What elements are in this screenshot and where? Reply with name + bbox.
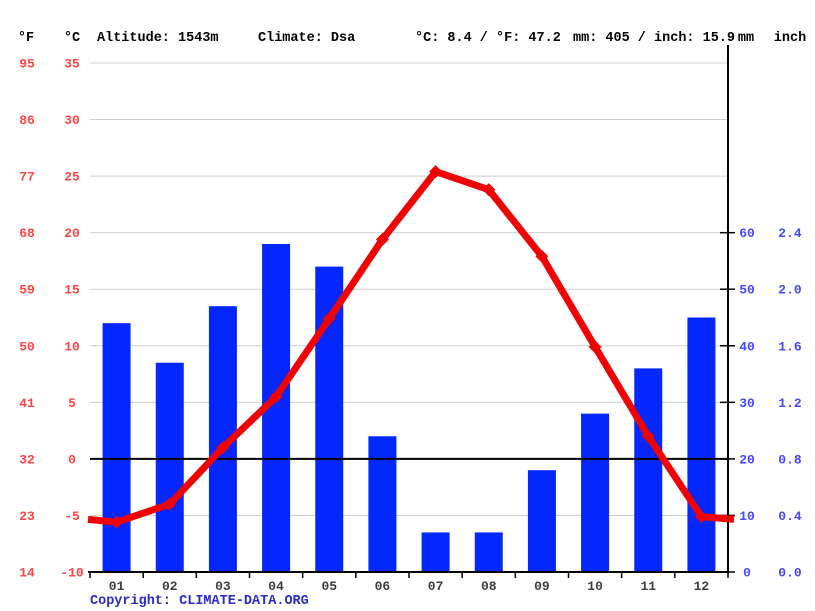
temp-c-tick: -5: [64, 509, 80, 524]
temp-point-06: [375, 232, 389, 246]
axis-tick-labels: 95 35 86 30 77 25 68 20 59 15 50 10 41 5 32 0 23 -5 14 -10 6…: [19, 57, 802, 581]
copyright-link[interactable]: CLIMATE-DATA.ORG: [179, 594, 309, 609]
temp-f-tick: 14: [19, 566, 35, 581]
mean-temp-summary: °C: 8.4 / °F: 47.2: [415, 31, 561, 46]
temperature-polyline: [87, 168, 735, 526]
month-label-06: 06: [375, 579, 391, 594]
altitude-label: Altitude: 1543m: [97, 31, 219, 46]
temp-f-tick: 23: [19, 509, 35, 524]
precip-mm-tick: 0: [743, 566, 751, 581]
precip-mm-tick: 20: [739, 452, 755, 467]
temperature-line: [87, 165, 735, 529]
chart-header: °F °C Altitude: 1543m Climate: Dsa °C: 8…: [18, 31, 806, 46]
temp-f-tick: 50: [19, 339, 35, 354]
axis-lines: [88, 45, 735, 578]
precip-inch-tick: 0.0: [778, 566, 802, 581]
precip-mm-tick: 10: [739, 509, 755, 524]
copyright-line: Copyright: CLIMATE-DATA.ORG: [90, 594, 309, 609]
precip-mm-tick: 40: [739, 339, 755, 354]
temp-f-tick: 41: [19, 396, 35, 411]
temp-point-04: [269, 390, 283, 404]
temp-point-10: [588, 340, 602, 354]
mm-unit-label: mm: [738, 31, 754, 46]
month-label-01: 01: [109, 579, 125, 594]
temp-f-tick: 77: [19, 170, 35, 185]
temp-c-tick: 10: [64, 339, 80, 354]
precip-mm-tick: 60: [739, 226, 755, 241]
temp-c-tick: 35: [64, 57, 80, 72]
precipitation-bars: [102, 243, 716, 572]
temp-f-tick: 86: [19, 113, 35, 128]
temp-point-01: [110, 515, 124, 529]
precip-inch-tick: 0.4: [778, 509, 802, 524]
temp-c-tick: -10: [60, 566, 84, 581]
precip-inch-tick: 1.2: [778, 396, 802, 411]
gridlines: [90, 62, 728, 516]
temp-point-03: [216, 441, 230, 455]
temp-f-tick: 68: [19, 226, 35, 241]
precip-inch-tick: 0.8: [778, 452, 802, 467]
precip-inch-tick: 1.6: [778, 339, 802, 354]
precip-bar-10: [581, 413, 610, 572]
precip-inch-tick: 2.4: [778, 226, 802, 241]
temp-point-12: [694, 510, 708, 524]
month-label-05: 05: [321, 579, 337, 594]
temp-c-tick: 5: [68, 396, 76, 411]
annual-precip-summary: mm: 405 / inch: 15.9: [573, 31, 735, 46]
month-labels: 01 02 03 04 05 06 07 08 09 10 11 12: [109, 579, 710, 594]
temp-c-tick: 15: [64, 283, 80, 298]
precip-bar-08: [474, 532, 503, 572]
temp-c-tick: 30: [64, 113, 80, 128]
precip-inch-tick: 2.0: [778, 283, 802, 298]
precip-bar-12: [687, 317, 716, 572]
temp-point-11: [641, 429, 655, 443]
temp-f-tick: 32: [19, 452, 35, 467]
month-label-09: 09: [534, 579, 550, 594]
temp-point-09: [535, 249, 549, 263]
precip-bar-07: [421, 532, 450, 572]
precip-bar-09: [527, 470, 556, 572]
precip-bar-11: [634, 368, 663, 572]
month-label-07: 07: [428, 579, 444, 594]
month-label-10: 10: [587, 579, 603, 594]
climate-class-label: Climate: Dsa: [258, 31, 355, 46]
month-label-02: 02: [162, 579, 178, 594]
month-label-08: 08: [481, 579, 497, 594]
temp-point-08: [482, 183, 496, 197]
precip-bar-01: [102, 323, 131, 572]
inch-unit-label: inch: [774, 31, 806, 46]
month-label-04: 04: [268, 579, 284, 594]
temp-c-tick: 25: [64, 170, 80, 185]
celsius-unit-label: °C: [64, 31, 80, 46]
temp-point-07: [429, 165, 443, 179]
temp-f-tick: 59: [19, 283, 35, 298]
month-label-03: 03: [215, 579, 231, 594]
month-label-12: 12: [694, 579, 710, 594]
precip-bar-06: [368, 436, 397, 572]
copyright-prefix: Copyright:: [90, 594, 179, 609]
precip-bar-02: [155, 362, 184, 572]
temp-f-tick: 95: [19, 57, 35, 72]
month-label-11: 11: [640, 579, 656, 594]
precip-mm-tick: 50: [739, 283, 755, 298]
fahrenheit-unit-label: °F: [18, 31, 34, 46]
temp-c-tick: 0: [68, 452, 76, 467]
temp-point-05: [322, 312, 336, 326]
temp-point-02: [163, 497, 177, 511]
precip-mm-tick: 30: [739, 396, 755, 411]
temp-c-tick: 20: [64, 226, 80, 241]
